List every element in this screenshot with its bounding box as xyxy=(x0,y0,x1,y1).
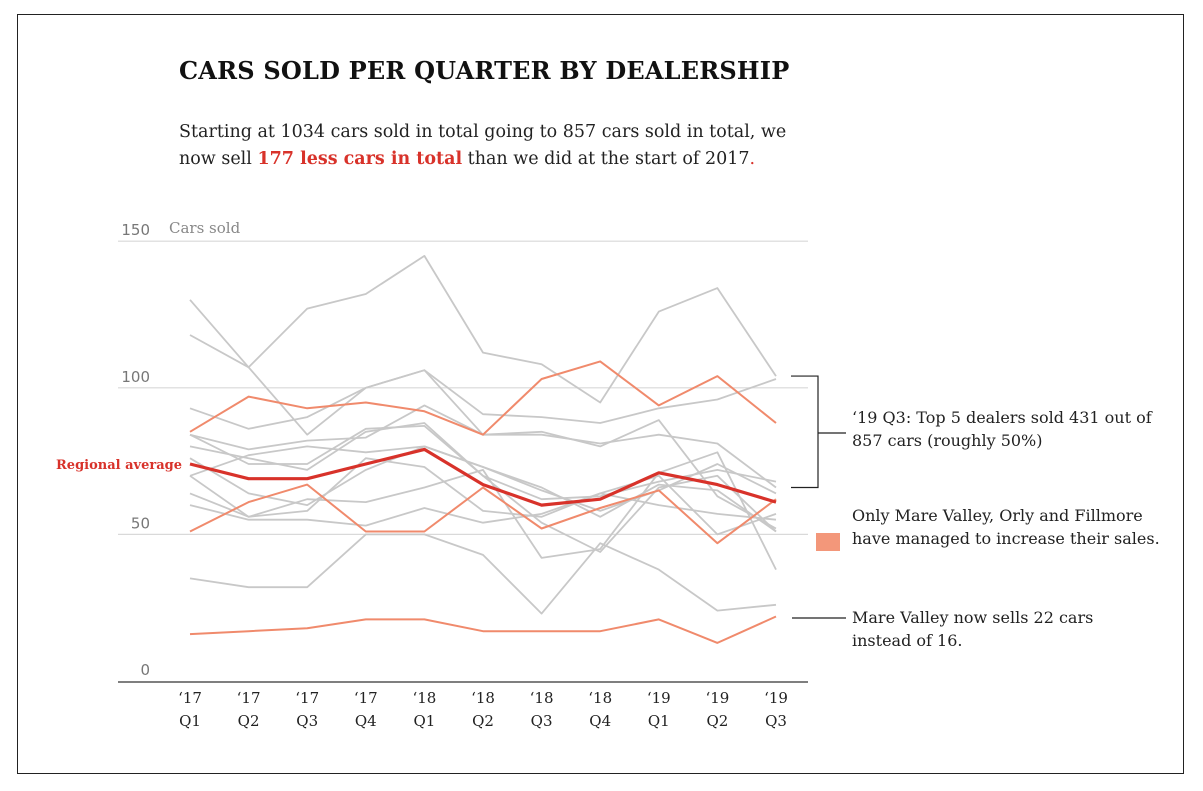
x-tick-year: ‘17 xyxy=(178,689,202,707)
y-axis-label: Cars sold xyxy=(169,219,241,237)
subtitle-highlight: 177 less cars in total xyxy=(257,149,463,169)
subtitle-text-start: Starting at 1034 cars sold in total goin… xyxy=(179,122,787,169)
context-series-line-11 xyxy=(189,533,777,615)
x-tick-quarter: Q2 xyxy=(706,712,728,730)
series-line-regional-average xyxy=(189,447,777,507)
context-series-line-6 xyxy=(189,422,777,553)
chart-frame xyxy=(17,14,1184,774)
subtitle-text-end: than we did at the start of 2017 xyxy=(462,149,750,169)
x-tick-year: ‘18 xyxy=(530,689,554,707)
y-tick-label: 150 xyxy=(121,221,150,239)
annotation-top5: ‘19 Q3: Top 5 dealers sold 431 out of 85… xyxy=(852,408,1152,450)
average-label: Regional average xyxy=(56,458,182,473)
x-tick-year: ‘17 xyxy=(237,689,261,707)
x-tick-quarter: Q3 xyxy=(296,712,318,730)
annotation-increase: Only Mare Valley, Orly and Fillmore have… xyxy=(852,506,1160,548)
y-axis-ticks: 0 50 100 150 xyxy=(121,221,150,679)
legend-swatch-increase xyxy=(816,533,840,551)
y-tick-label: 0 xyxy=(140,661,150,679)
x-tick-quarter: Q3 xyxy=(531,712,553,730)
x-tick-quarter: Q1 xyxy=(413,712,435,730)
context-series-group xyxy=(189,255,777,615)
x-tick-year: ‘17 xyxy=(295,689,319,707)
x-tick-year: ‘19 xyxy=(705,689,729,707)
chart-subtitle: Starting at 1034 cars sold in total goin… xyxy=(179,119,819,173)
x-tick-year: ‘19 xyxy=(647,689,671,707)
highlighted-series-group xyxy=(189,360,777,644)
context-series-line-12 xyxy=(189,457,777,536)
chart-title: CARS SOLD PER QUARTER BY DEALERSHIP xyxy=(179,56,790,85)
context-series-line-2 xyxy=(189,334,777,436)
context-series-line-10 xyxy=(189,492,777,527)
context-series-line-8 xyxy=(189,445,777,512)
x-tick-quarter: Q1 xyxy=(179,712,201,730)
context-series-line-9 xyxy=(189,451,777,571)
y-tick-label: 100 xyxy=(121,368,150,386)
x-tick-quarter: Q2 xyxy=(238,712,260,730)
series-line-highlighted-2 xyxy=(189,483,777,545)
x-tick-quarter: Q3 xyxy=(765,712,787,730)
gridlines xyxy=(118,240,808,536)
x-tick-quarter: Q4 xyxy=(355,712,377,730)
x-tick-year: ‘18 xyxy=(412,689,436,707)
y-tick-label: 50 xyxy=(131,514,150,532)
x-tick-year: ‘18 xyxy=(471,689,495,707)
x-tick-year: ‘19 xyxy=(764,689,788,707)
series-line-mare-valley xyxy=(189,615,777,644)
x-tick-year: ‘18 xyxy=(588,689,612,707)
x-tick-quarter: Q1 xyxy=(648,712,670,730)
context-series-line-1 xyxy=(189,255,777,404)
series-line-highlighted-3 xyxy=(189,360,777,436)
top5-bracket xyxy=(791,375,819,489)
annotation-mare-valley: Mare Valley now sells 22 cars instead of… xyxy=(852,608,1094,650)
subtitle-period: . xyxy=(749,149,756,169)
x-axis-ticks: ‘17 Q1 ‘17 Q2 ‘17 Q3 ‘17 Q4 ‘18 Q1 ‘18 Q2 ‘18 Q3 ‘18 Q4… xyxy=(178,689,788,730)
annotation-lines xyxy=(791,375,846,619)
x-tick-quarter: Q2 xyxy=(472,712,494,730)
average-series-group xyxy=(189,447,777,507)
x-tick-year: ‘17 xyxy=(354,689,378,707)
x-tick-quarter: Q4 xyxy=(589,712,611,730)
